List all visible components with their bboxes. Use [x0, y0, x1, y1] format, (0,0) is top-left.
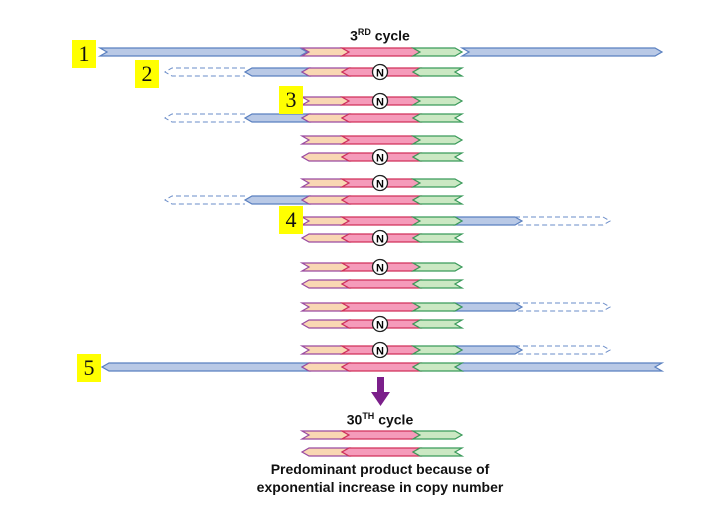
primer-region-green	[411, 233, 465, 243]
target-region-pink	[340, 362, 423, 372]
caption-line-2: exponential increase in copy number	[256, 479, 504, 495]
mutation-circle-icon	[371, 174, 389, 192]
label-3: 3	[279, 86, 303, 114]
mutation-marker: N	[376, 234, 384, 246]
new-synthesis-dashed	[515, 345, 612, 355]
cycle-title-number: 3	[350, 27, 358, 44]
primer-region-green	[410, 96, 464, 106]
template-strand	[459, 47, 664, 57]
cycle-title: 3RD cycle	[320, 27, 440, 44]
target-region-pink	[339, 430, 422, 440]
primer-region-green	[410, 47, 464, 57]
new-synthesis-dashed	[163, 195, 245, 205]
target-region-pink	[340, 113, 423, 123]
mutation-marker: N	[376, 263, 384, 275]
extension-strand	[452, 302, 524, 312]
label-2: 2	[135, 60, 159, 88]
primer-region-orange	[299, 262, 351, 272]
primer-region-orange	[299, 216, 351, 226]
mutation-marker: N	[376, 68, 384, 80]
mutation-circle-icon	[371, 63, 389, 81]
mutation-marker: N	[376, 320, 384, 332]
template-strand	[97, 47, 309, 57]
new-synthesis-dashed	[163, 67, 245, 77]
mutation-circle-icon	[371, 229, 389, 247]
primer-region-orange	[299, 178, 351, 188]
target-region-pink	[339, 302, 422, 312]
primer-region-orange	[299, 345, 351, 355]
primer-region-green	[410, 430, 464, 440]
caption-line-1: Predominant product because of	[270, 461, 490, 477]
primer-region-green	[410, 302, 464, 312]
primer-region-green	[410, 135, 464, 145]
primer-region-green	[410, 262, 464, 272]
mutation-circle-icon	[371, 341, 389, 359]
mutation-circle-icon	[371, 92, 389, 110]
primer-region-green	[411, 152, 465, 162]
label-4: 4	[279, 206, 303, 234]
final-cycle-number: 30	[346, 411, 363, 428]
target-region-pink	[339, 216, 422, 226]
extension-strand	[243, 195, 312, 205]
primer-region-green	[411, 113, 465, 123]
mutation-marker: N	[376, 179, 384, 191]
extension-strand	[243, 67, 312, 77]
primer-region-orange	[299, 47, 351, 57]
primer-region-orange	[299, 96, 351, 106]
primer-region-orange	[299, 135, 351, 145]
mutation-marker: N	[376, 97, 384, 109]
new-synthesis-dashed	[515, 302, 612, 312]
final-cycle-suffix-sup: TH	[362, 411, 375, 421]
label-1: 1	[72, 40, 96, 68]
target-region-pink	[340, 195, 423, 205]
primer-region-green	[410, 216, 464, 226]
mutation-circle-icon	[371, 315, 389, 333]
target-region-pink	[340, 279, 423, 289]
target-region-pink	[340, 447, 423, 457]
primer-region-green	[411, 67, 465, 77]
primer-region-green	[411, 362, 465, 372]
extension-strand	[243, 113, 312, 123]
template-strand	[100, 362, 312, 372]
down-arrow-shaft	[377, 377, 384, 393]
cycle-title-word: cycle	[370, 27, 410, 44]
mutation-circle-icon	[371, 148, 389, 166]
primer-region-green	[410, 178, 464, 188]
primer-region-orange	[299, 430, 351, 440]
caption: Predominant product because of exponenti…	[200, 460, 560, 496]
template-strand	[453, 362, 665, 372]
final-cycle-title: 30TH cycle	[320, 411, 440, 428]
extension-strand	[452, 216, 524, 226]
down-arrow-icon	[371, 392, 390, 406]
primer-region-green	[411, 319, 465, 329]
target-region-pink	[339, 135, 422, 145]
extension-strand	[452, 345, 524, 355]
primer-region-orange	[299, 302, 351, 312]
final-cycle-word: cycle	[374, 411, 414, 428]
primer-region-green	[411, 279, 465, 289]
new-synthesis-dashed	[163, 113, 245, 123]
cycle-title-suffix-sup: RD	[357, 27, 371, 37]
target-region-pink	[339, 47, 422, 57]
primer-region-green	[411, 447, 465, 457]
mutation-circle-icon	[371, 258, 389, 276]
mutation-marker: N	[376, 153, 384, 165]
primer-region-green	[410, 345, 464, 355]
label-5: 5	[77, 354, 101, 382]
new-synthesis-dashed	[515, 216, 612, 226]
mutation-marker: N	[376, 346, 384, 358]
primer-region-green	[411, 195, 465, 205]
